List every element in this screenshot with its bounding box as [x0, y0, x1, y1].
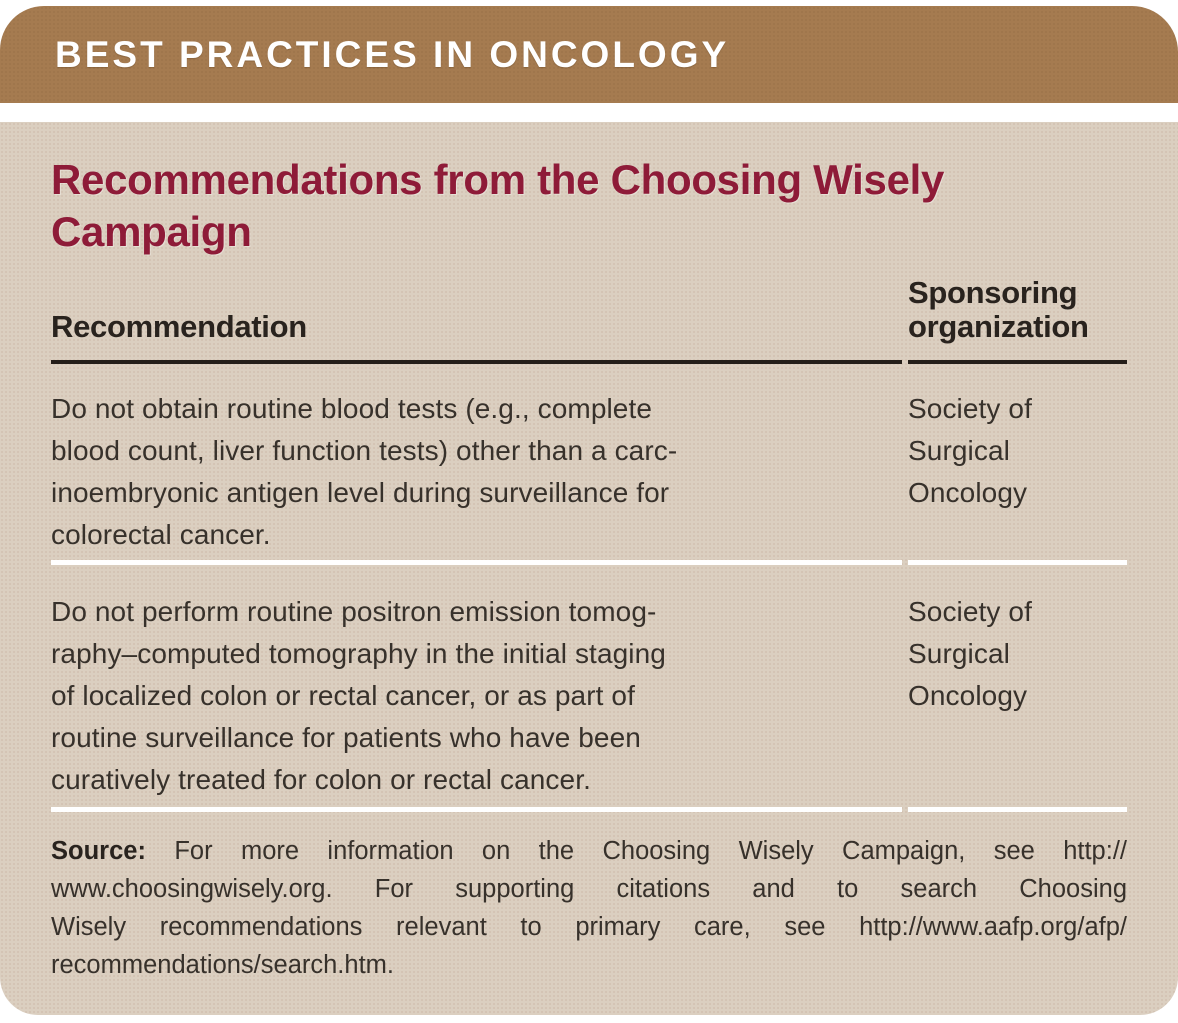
table-row: Do not perform routine positron emission… — [51, 565, 1127, 812]
organization-text-line: Society of — [908, 596, 1032, 627]
recommendation-text-line: curatively treated for colon or rectal c… — [51, 764, 591, 795]
recommendation-text-line: inoembryonic antigen level during survei… — [51, 477, 670, 508]
column-header-sponsoring-line-1: Sponsoring — [908, 275, 1078, 310]
source-line-2: www.choosingwisely.org. For supporting c… — [51, 875, 1127, 903]
table-header-row: Recommendation Sponsoring organization — [51, 276, 1127, 364]
source-line-4: recommendations/search.htm. — [51, 951, 394, 979]
recommendation-text-line: colorectal cancer. — [51, 519, 271, 550]
source-line-1: Source: For more information on the Choo… — [51, 832, 1127, 870]
recommendation-text-line: Do not obtain routine blood tests (e.g.,… — [51, 393, 653, 424]
panel: Recommendations from the Choosing Wisely… — [0, 122, 1178, 1015]
panel-title-line-1: Recommendations from the Choosing Wisely — [51, 156, 945, 203]
organization-text-line: Surgical — [908, 435, 1010, 466]
source-label: Source: — [51, 837, 146, 865]
organization-cell: Society of Surgical Oncology — [908, 565, 1127, 812]
column-header-recommendation: Recommendation — [51, 310, 902, 364]
source-line-1-text: For more information on the Choosing Wis… — [174, 837, 1127, 865]
column-header-recommendation-label: Recommendation — [51, 309, 307, 344]
panel-title: Recommendations from the Choosing Wisely… — [51, 122, 1127, 258]
recommendation-text-line: Do not perform routine positron emission… — [51, 596, 657, 627]
recommendation-cell: Do not perform routine positron emission… — [51, 565, 902, 812]
organization-text-line: Oncology — [908, 680, 1028, 711]
recommendation-cell: Do not obtain routine blood tests (e.g.,… — [51, 364, 902, 565]
organization-text-line: Society of — [908, 393, 1032, 424]
column-header-sponsoring-organization: Sponsoring organization — [908, 276, 1127, 364]
table-row: Do not obtain routine blood tests (e.g.,… — [51, 364, 1127, 565]
organization-text-line: Oncology — [908, 477, 1028, 508]
recommendation-text-line: blood count, liver function tests) other… — [51, 435, 678, 466]
banner: BEST PRACTICES IN ONCOLOGY — [0, 6, 1178, 103]
organization-text-line: Surgical — [908, 638, 1010, 669]
banner-title: BEST PRACTICES IN ONCOLOGY — [55, 33, 730, 75]
panel-title-line-2: Campaign — [51, 208, 252, 255]
recommendation-text-line: raphy–computed tomography in the initial… — [51, 638, 666, 669]
organization-cell: Society of Surgical Oncology — [908, 364, 1127, 565]
recommendation-text-line: routine surveillance for patients who ha… — [51, 722, 641, 753]
source-line-3: Wisely recommendations relevant to prima… — [51, 913, 1127, 941]
column-header-sponsoring-line-2: organization — [908, 309, 1089, 344]
source-note: Source: For more information on the Choo… — [51, 812, 1127, 984]
recommendation-text-line: of localized colon or rectal cancer, or … — [51, 680, 635, 711]
